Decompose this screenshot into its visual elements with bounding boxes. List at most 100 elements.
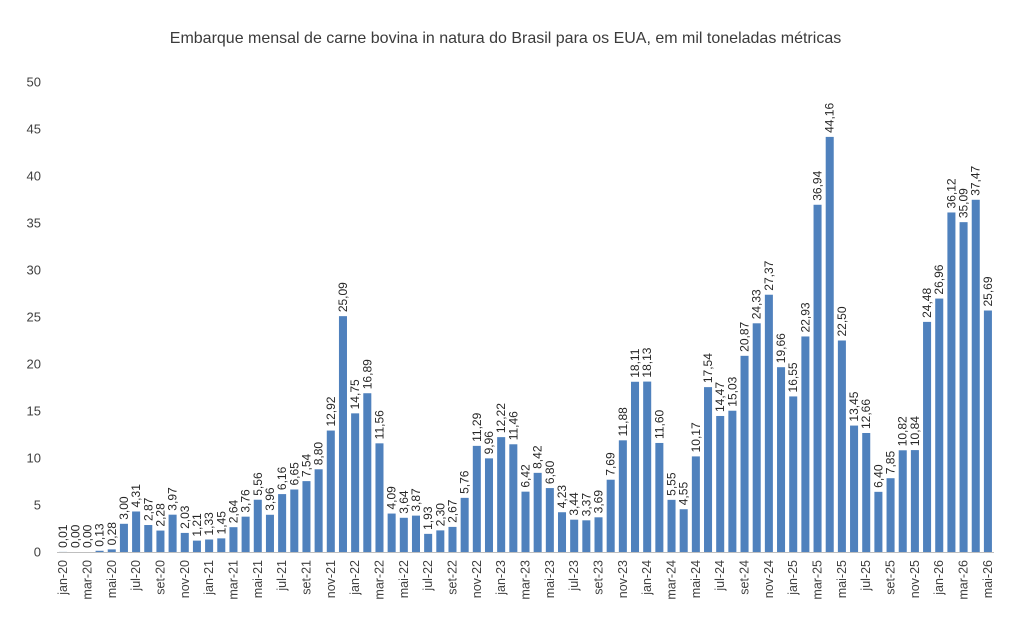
bar xyxy=(363,393,372,552)
bar xyxy=(217,538,226,552)
bar xyxy=(631,381,640,552)
x-tick-label: mar-22 xyxy=(372,560,386,600)
x-tick-label: mar-24 xyxy=(665,560,679,600)
x-tick-label: jan-24 xyxy=(640,560,654,596)
data-label: 4,31 xyxy=(129,484,143,508)
data-label: 1,93 xyxy=(421,506,435,530)
data-label: 5,56 xyxy=(251,472,265,496)
bar xyxy=(655,442,664,552)
bar xyxy=(606,479,615,552)
x-tick-label: nov-21 xyxy=(324,560,338,598)
bar xyxy=(716,415,725,552)
bar xyxy=(643,381,652,552)
bar xyxy=(229,527,238,552)
bar xyxy=(521,491,530,552)
y-axis: 0 5 10 15 20 25 30 35 40 45 50 xyxy=(27,75,41,560)
bar xyxy=(351,413,360,552)
data-label: 2,64 xyxy=(226,500,240,524)
data-label: 7,69 xyxy=(604,452,618,476)
bar xyxy=(582,520,591,552)
data-label: 5,55 xyxy=(665,472,679,496)
data-label: 15,03 xyxy=(725,376,739,406)
data-label: 1,33 xyxy=(202,512,216,536)
data-label: 4,23 xyxy=(555,485,569,509)
data-label: 1,45 xyxy=(214,511,228,535)
data-label: 3,96 xyxy=(263,487,277,511)
bar xyxy=(168,514,177,552)
data-label: 10,82 xyxy=(896,416,910,446)
data-label: 3,76 xyxy=(239,489,253,513)
data-label: 3,87 xyxy=(409,488,423,512)
bar xyxy=(290,489,299,552)
bar xyxy=(679,509,688,552)
data-label: 3,44 xyxy=(567,492,581,516)
bar xyxy=(95,550,104,552)
bar xyxy=(241,516,250,552)
bar xyxy=(874,491,883,552)
bar xyxy=(545,488,554,552)
data-label: 25,69 xyxy=(981,276,995,306)
bar xyxy=(192,540,201,552)
bar xyxy=(983,310,992,552)
data-label: 36,12 xyxy=(944,178,958,208)
data-label: 16,89 xyxy=(360,359,374,389)
bar xyxy=(484,458,494,552)
x-tick-label: set-25 xyxy=(884,560,898,595)
x-tick-label: mar-21 xyxy=(226,560,240,600)
data-label: 0,00 xyxy=(80,524,94,548)
data-label: 14,47 xyxy=(713,382,727,412)
bar xyxy=(326,430,335,552)
bar xyxy=(448,526,457,552)
bar xyxy=(910,450,919,552)
bar xyxy=(947,212,956,553)
bar xyxy=(338,316,347,552)
x-tick-label: nov-25 xyxy=(908,560,922,598)
x-tick-label: jan-22 xyxy=(348,560,362,596)
bar xyxy=(971,199,980,553)
data-label: 24,48 xyxy=(920,288,934,318)
data-label: 0,01 xyxy=(56,524,70,548)
data-label: 18,11 xyxy=(628,348,642,377)
bar xyxy=(740,355,749,552)
bar xyxy=(704,387,713,552)
data-label: 26,96 xyxy=(932,264,946,294)
bar xyxy=(472,445,481,552)
x-tick-label: set-24 xyxy=(738,560,752,595)
x-tick-label: mai-23 xyxy=(543,560,557,598)
data-label: 12,66 xyxy=(859,399,873,429)
data-label: 2,67 xyxy=(445,499,459,523)
x-tick-label: mai-21 xyxy=(251,560,265,598)
x-tick-label: set-20 xyxy=(153,560,167,595)
x-tick-label: mai-20 xyxy=(105,560,119,598)
bar xyxy=(119,523,128,552)
y-tick-label: 30 xyxy=(27,263,41,278)
bar xyxy=(789,396,798,552)
bar xyxy=(959,222,968,553)
x-tick-label: jul-25 xyxy=(859,560,873,592)
bar xyxy=(862,432,871,552)
x-tick-label: nov-24 xyxy=(762,560,776,598)
y-tick-label: 5 xyxy=(34,498,41,513)
y-tick-label: 15 xyxy=(27,404,41,419)
bar-series xyxy=(59,136,992,553)
data-label: 44,16 xyxy=(823,103,837,133)
data-label: 27,37 xyxy=(762,260,776,290)
y-tick-label: 10 xyxy=(27,451,41,466)
bar xyxy=(253,499,262,552)
bar xyxy=(375,443,384,552)
x-tick-label: jul-24 xyxy=(713,560,727,592)
bar xyxy=(837,340,846,552)
data-label: 9,96 xyxy=(482,431,496,455)
data-label: 10,17 xyxy=(689,422,703,452)
data-label: 12,92 xyxy=(324,396,338,426)
data-label: 3,64 xyxy=(397,490,411,514)
bar xyxy=(813,204,822,552)
bar xyxy=(825,136,834,552)
x-tick-label: jan-21 xyxy=(202,560,216,596)
bar xyxy=(411,515,420,552)
bar xyxy=(107,549,116,552)
x-tick-label: jul-23 xyxy=(567,560,581,592)
data-label: 0,00 xyxy=(68,524,82,548)
bar xyxy=(460,497,469,552)
y-tick-label: 25 xyxy=(27,310,41,325)
